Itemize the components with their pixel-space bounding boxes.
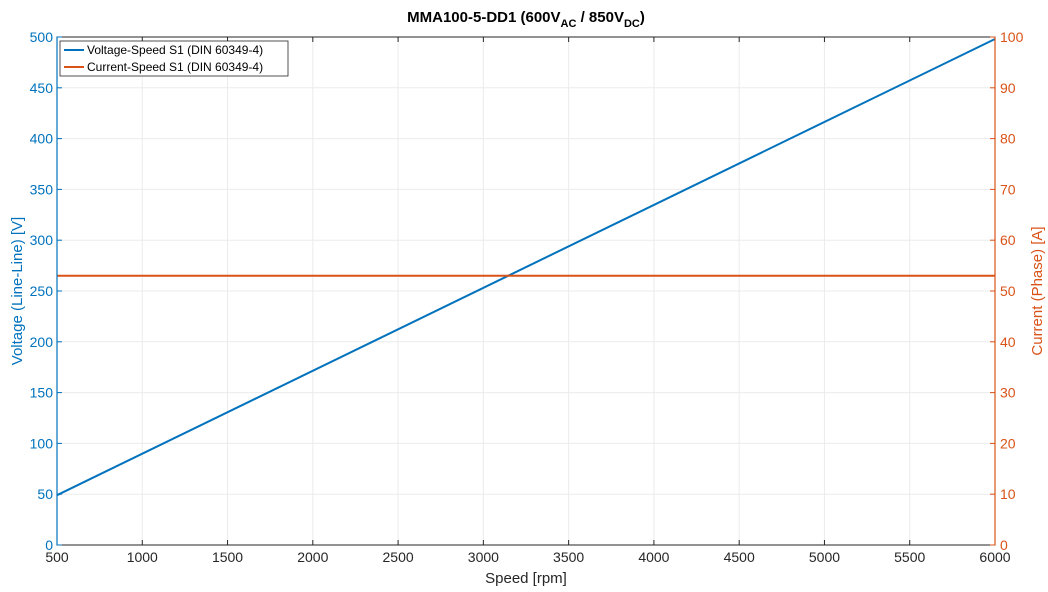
y-right-tick-label: 70 (1000, 181, 1016, 197)
y-right-axis-ticks: 0 10 20 30 40 50 60 70 80 90 100 (990, 29, 1024, 553)
y-left-tick-label: 500 (30, 29, 54, 45)
y-right-axis-label: Current (Phase) [A] (1029, 226, 1046, 355)
legend-entry-current: Current-Speed S1 (DIN 60349-4) (87, 60, 263, 74)
legend: Voltage-Speed S1 (DIN 60349-4) Current-S… (59, 40, 289, 77)
y-left-tick-label: 400 (30, 131, 54, 147)
x-tick-label: 2500 (383, 549, 414, 565)
y-left-tick-label: 450 (30, 80, 54, 96)
y-left-axis-ticks: 0 50 100 150 200 250 300 350 400 450 500 (30, 29, 62, 553)
legend-entry-voltage: Voltage-Speed S1 (DIN 60349-4) (87, 43, 263, 57)
x-tick-label: 4500 (724, 549, 755, 565)
x-tick-label: 3500 (553, 549, 584, 565)
y-right-tick-label: 0 (1000, 537, 1008, 553)
y-left-tick-label: 150 (30, 385, 54, 401)
x-tick-label: 500 (45, 549, 69, 565)
y-left-axis-label: Voltage (Line-Line) [V] (9, 217, 26, 365)
y-left-tick-label: 50 (37, 486, 53, 502)
y-right-tick-label: 50 (1000, 283, 1016, 299)
legend-box (59, 40, 289, 77)
x-tick-label: 3000 (468, 549, 499, 565)
y-right-tick-label: 30 (1000, 385, 1016, 401)
y-right-tick-label: 80 (1000, 131, 1016, 147)
y-left-tick-label: 250 (30, 283, 54, 299)
y-right-tick-label: 60 (1000, 232, 1016, 248)
chart-title: MMA100-5-DD1 (600VAC / 850VDC) (407, 9, 645, 30)
series-layer (56, 38, 996, 497)
x-tick-label: 1500 (212, 549, 243, 565)
series-line-voltage (56, 38, 996, 497)
y-right-tick-label: 10 (1000, 486, 1016, 502)
x-tick-label: 5000 (809, 549, 840, 565)
x-tick-label: 6000 (979, 549, 1010, 565)
y-right-tick-label: 40 (1000, 334, 1016, 350)
y-left-tick-label: 200 (30, 334, 54, 350)
x-axis-ticks: 500 1000 1500 2000 2500 3000 3500 4000 4500 5000 5… (45, 37, 1011, 565)
y-left-tick-label: 300 (30, 232, 54, 248)
grid (56, 36, 996, 546)
y-right-tick-label: 100 (1000, 29, 1024, 45)
x-tick-label: 5500 (894, 549, 925, 565)
y-left-tick-label: 100 (30, 435, 54, 451)
x-tick-label: 2000 (297, 549, 328, 565)
y-left-tick-label: 350 (30, 181, 54, 197)
x-tick-label: 1000 (127, 549, 158, 565)
y-right-tick-label: 90 (1000, 80, 1016, 96)
y-left-tick-label: 0 (45, 537, 53, 553)
y-right-tick-label: 20 (1000, 435, 1016, 451)
x-axis-label: Speed [rpm] (485, 570, 567, 587)
x-tick-label: 4000 (638, 549, 669, 565)
